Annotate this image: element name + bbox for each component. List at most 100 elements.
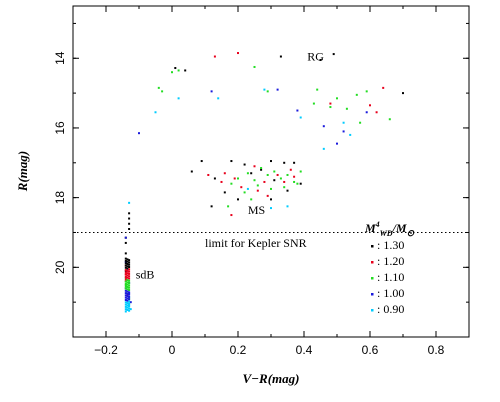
x-axis-ticks: −0.2 0 0.2 0.4 0.6 0.8 <box>72 6 470 357</box>
data-point <box>128 217 131 220</box>
sdb-data-point <box>124 259 127 262</box>
data-point <box>230 160 233 163</box>
data-point <box>154 111 157 114</box>
x-tick-label: 0.6 <box>362 343 379 357</box>
sdb-data-point <box>124 310 127 313</box>
sdb-data-point <box>126 306 129 309</box>
legend-marker <box>371 309 374 312</box>
sdb-data-point <box>124 280 127 283</box>
data-point <box>260 167 263 170</box>
data-point <box>128 212 131 215</box>
data-point <box>345 107 348 110</box>
sdb-data-point <box>126 297 129 300</box>
data-point <box>336 142 338 145</box>
sdb-data-point <box>124 266 127 269</box>
sdb-data-point <box>128 259 131 262</box>
data-point <box>276 173 279 176</box>
data-point <box>171 71 173 74</box>
data-point <box>359 121 362 124</box>
sdb-data-point <box>124 278 127 281</box>
sdb-data-point <box>124 264 127 267</box>
sdb-data-point <box>128 263 131 266</box>
legend-label: : 1.20 <box>377 254 404 268</box>
data-point <box>293 180 296 183</box>
sdb-data-point <box>126 295 129 298</box>
sdb-data-point <box>128 266 131 269</box>
sdb-data-point <box>126 288 129 291</box>
data-point <box>316 88 319 91</box>
data-points <box>124 52 404 313</box>
data-point <box>260 168 263 171</box>
data-point <box>243 163 246 166</box>
data-point <box>213 177 216 180</box>
y-tick-label: 14 <box>53 51 67 65</box>
x-tick-label: 0.2 <box>230 343 247 357</box>
data-point <box>279 55 282 58</box>
sdb-data-point <box>124 292 127 295</box>
data-point <box>253 165 256 168</box>
legend-label: : 1.30 <box>377 238 404 252</box>
legend-title: M4WD/M⊙ <box>364 220 415 238</box>
data-point <box>289 168 292 171</box>
legend-marker <box>371 277 374 280</box>
data-point <box>402 92 404 95</box>
legend-label: : 1.00 <box>377 286 404 300</box>
sdb-data-point <box>128 268 131 271</box>
data-point <box>138 132 140 135</box>
data-point <box>293 161 296 164</box>
data-point <box>365 90 368 93</box>
data-point <box>128 227 131 230</box>
legend-label: : 1.10 <box>377 270 404 284</box>
sdb-data-point <box>128 295 131 298</box>
data-point <box>124 241 127 244</box>
annotations: RG MS sdB limit for Kepler SNR <box>136 50 325 282</box>
sdb-data-point <box>124 282 127 285</box>
data-point <box>293 175 296 178</box>
y-tick-label: 20 <box>53 260 67 274</box>
sdb-data-point <box>128 302 131 305</box>
data-point <box>223 191 226 194</box>
data-point <box>283 186 286 189</box>
sdb-data-point <box>128 277 131 280</box>
legend-items: : 1.30: 1.20: 1.10: 1.00: 0.90 <box>371 238 404 316</box>
sdb-data-point <box>126 272 129 275</box>
data-point <box>190 170 193 173</box>
data-point <box>296 109 299 112</box>
sdb-data-point <box>126 308 129 311</box>
data-point <box>256 184 259 187</box>
legend-marker <box>371 293 374 296</box>
data-point <box>369 104 371 107</box>
data-point <box>210 90 213 93</box>
data-point <box>299 182 302 185</box>
legend-marker <box>371 261 374 264</box>
y-tick-label: 16 <box>53 121 67 135</box>
sdb-data-point <box>126 283 129 286</box>
data-point <box>283 161 286 164</box>
data-point <box>210 205 213 208</box>
data-point <box>266 194 269 197</box>
data-point <box>213 55 216 58</box>
sdb-data-point <box>128 275 131 278</box>
data-point <box>299 170 302 173</box>
sdb-data-point <box>124 273 127 276</box>
data-point <box>342 121 345 124</box>
data-point <box>382 86 385 89</box>
data-point <box>329 106 332 109</box>
data-point <box>250 172 253 175</box>
sdb-data-point <box>124 257 127 260</box>
data-point <box>250 198 253 201</box>
data-point <box>200 160 203 163</box>
sdb-data-point <box>128 282 131 285</box>
legend: M4WD/M⊙ : 1.30: 1.20: 1.10: 1.00: 0.90 <box>364 220 415 316</box>
data-point <box>246 187 249 190</box>
sdb-data-point <box>124 276 127 279</box>
data-point <box>237 177 239 180</box>
data-point <box>266 90 269 93</box>
sdb-data-point <box>128 286 131 289</box>
annotation-label: MS <box>248 203 265 217</box>
data-point <box>129 308 132 311</box>
sdb-data-point <box>126 267 129 270</box>
data-point <box>336 97 338 100</box>
data-point <box>266 173 269 176</box>
x-axis-label: V−R(mag) <box>243 371 300 386</box>
